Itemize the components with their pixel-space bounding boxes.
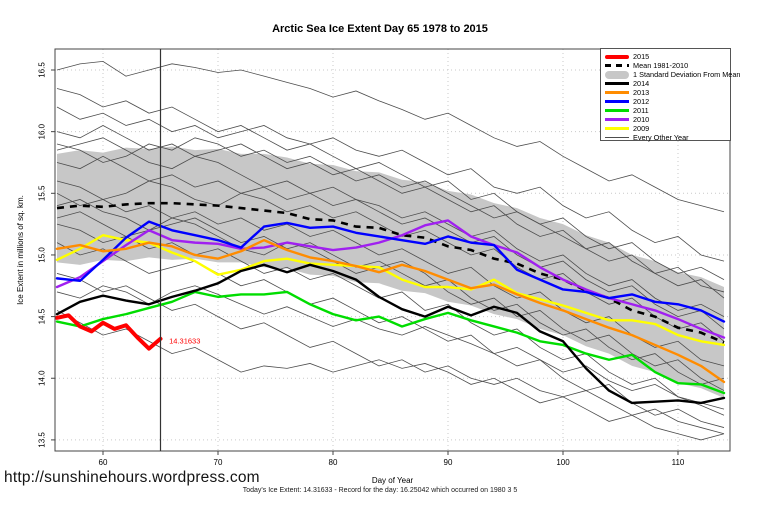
axis-tick-labels: 60 70 80 90 100 110 13.5 14.0 14.5 15.0 15.5 16.0 16… [38, 62, 685, 467]
axis-ticks [51, 69, 679, 455]
watermark-url-link[interactable]: http://sunshinehours.wordpress.com [4, 469, 260, 486]
series-2015 [55, 313, 163, 351]
legend-item-label: 2014 [633, 79, 650, 88]
legend-item-2010: 2010 [605, 115, 726, 124]
year-series-layer [55, 219, 726, 405]
every-other-year-line [56, 137, 725, 293]
x-tick-label: 110 [672, 458, 685, 467]
series-2011 [55, 290, 726, 395]
legend-swatch-line [605, 100, 629, 103]
legend-item-label: 2011 [633, 106, 649, 115]
plot-border [54, 48, 731, 452]
legend-item-label: Every Other Year [633, 133, 689, 142]
legend-item-label: 1 Standard Deviation From Mean [633, 70, 741, 79]
legend-item-2013: 2013 [605, 88, 726, 97]
every-other-year-line [56, 211, 725, 391]
series-2014 [55, 263, 726, 405]
y-tick-label: 16.0 [38, 123, 47, 139]
today-value-annotation: 14.31633 [169, 336, 200, 345]
x-tick-label: 60 [99, 458, 108, 467]
y-tick-label: 13.5 [38, 432, 47, 448]
legend-swatch-band [605, 70, 629, 79]
legend: 2015 Mean 1981-2010 1 Standard Deviation F… [600, 48, 740, 142]
legend-item-2015: 2015 [605, 52, 726, 61]
x-tick-label: 70 [214, 458, 223, 467]
legend-swatch-thick [605, 54, 629, 59]
legend-item-label: 2013 [633, 88, 650, 97]
legend-swatch-line [605, 82, 629, 85]
legend-swatch-line [605, 127, 629, 130]
legend-item-label: 2015 [633, 52, 650, 61]
plot-frame [54, 48, 731, 452]
legend-item-2011: 2011 [605, 106, 726, 115]
legend-item-2012: 2012 [605, 97, 726, 106]
legend-swatch-line [605, 109, 629, 112]
series-2012 [55, 220, 726, 323]
every-other-year-line [56, 137, 725, 317]
legend-swatch-thin [605, 137, 629, 138]
series-2009 [55, 234, 726, 347]
every-other-year-line [56, 273, 725, 435]
legend-item-label: 2010 [633, 115, 650, 124]
legend-swatch-line [605, 118, 629, 121]
y-tick-label: 14.5 [38, 308, 47, 324]
series-2013 [55, 238, 726, 384]
x-tick-label: 80 [329, 458, 338, 467]
every-other-year-line [56, 223, 725, 410]
every-other-year-line [56, 242, 725, 428]
every-other-year-line [56, 106, 725, 262]
every-other-year-line [56, 180, 725, 342]
legend-swatch-dashed [605, 64, 629, 67]
y-tick-label: 16.5 [38, 62, 47, 78]
every-other-year-line [56, 310, 725, 441]
chart-title: Arctic Sea Ice Extent Day 65 1978 to 201… [272, 23, 488, 35]
every-other-year-line [56, 60, 725, 213]
legend-item-label: 2009 [633, 124, 650, 133]
x-tick-label: 100 [556, 458, 570, 467]
caption-today-extent: Today's Ice Extent: 14.31633 - Record fo… [242, 487, 518, 494]
legend-item-every-other-year: Every Other Year [605, 133, 726, 142]
every-other-year-line [56, 88, 725, 280]
legend-item-2009: 2009 [605, 124, 726, 133]
legend-swatch-line [605, 91, 629, 94]
y-tick-label: 14.0 [38, 370, 47, 386]
legend-item-2014: 2014 [605, 79, 726, 88]
legend-item-mean-1981-2010: Mean 1981-2010 [605, 61, 726, 70]
x-tick-label: 90 [444, 458, 453, 467]
every-other-year-line [56, 125, 725, 299]
y-tick-label: 15.5 [38, 185, 47, 201]
every-other-year-line [56, 285, 725, 416]
every-other-year-line [56, 155, 725, 330]
y-tick-label: 15.0 [38, 247, 47, 263]
x-axis-label: Day of Year [371, 476, 414, 485]
legend-item-1-standard-deviation-from-mean: 1 Standard Deviation From Mean [605, 70, 740, 79]
legend-item-label: 2012 [633, 97, 650, 106]
legend-item-label: Mean 1981-2010 [633, 61, 689, 70]
